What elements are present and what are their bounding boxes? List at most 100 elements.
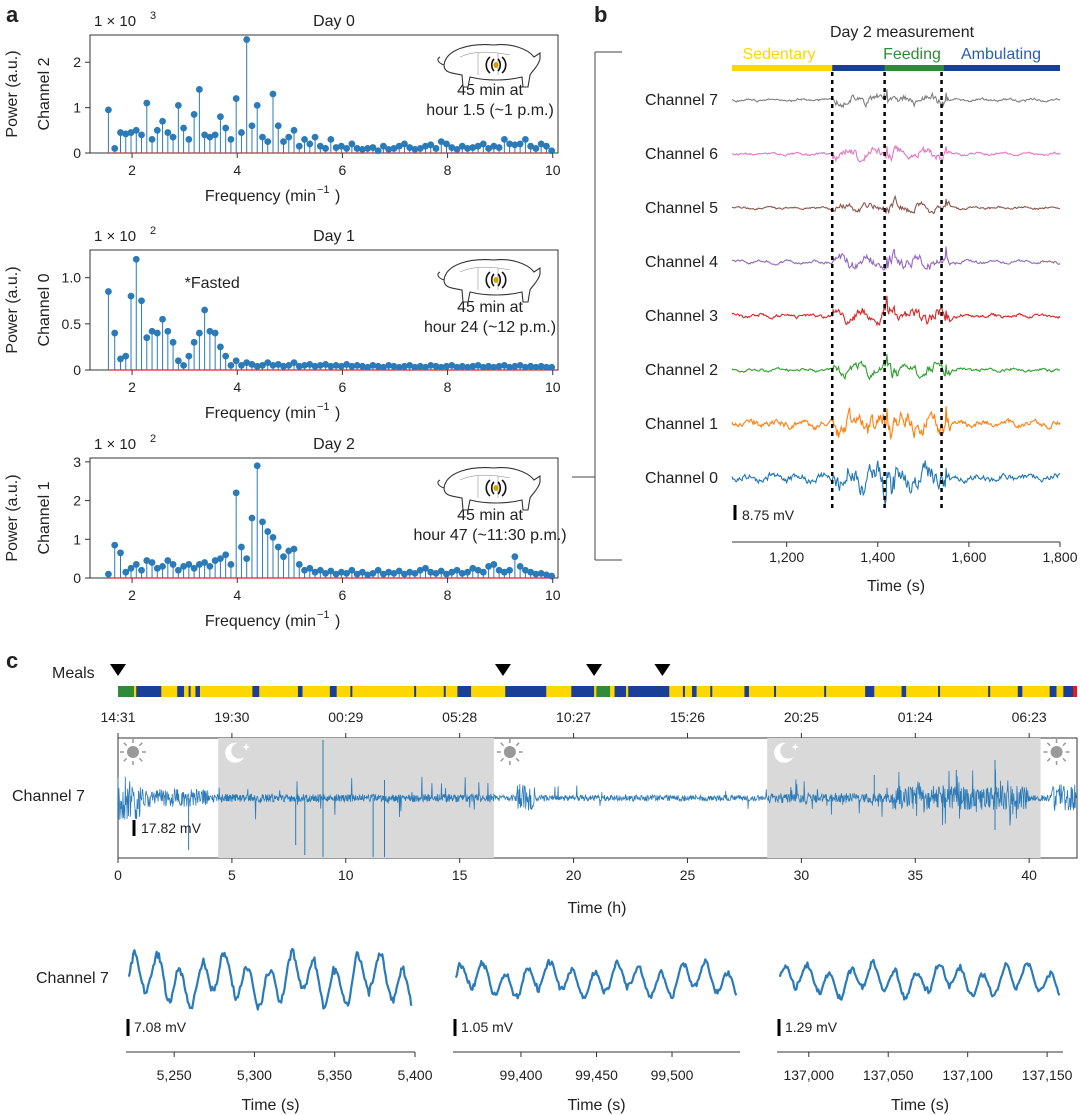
stem-marker xyxy=(422,142,429,150)
x-tick-label: 137,000 xyxy=(783,1067,834,1083)
connector-bracket xyxy=(572,51,622,561)
stem-marker xyxy=(385,145,393,153)
stem-marker xyxy=(274,543,282,551)
stem-marker xyxy=(311,362,319,370)
stem-marker xyxy=(227,561,235,568)
stem-marker xyxy=(180,361,188,369)
sun-ray xyxy=(138,757,143,762)
stem-marker xyxy=(516,140,524,148)
stem-marker xyxy=(348,362,356,370)
stem-marker xyxy=(148,327,156,335)
x-axis-label-end: ) xyxy=(335,613,340,630)
stem-marker xyxy=(206,133,214,141)
stem-marker xyxy=(348,140,356,148)
stem-marker xyxy=(259,133,266,141)
stem-marker xyxy=(374,566,382,574)
moon-crescent xyxy=(225,742,245,763)
stem-marker xyxy=(206,562,214,570)
x-tick-label: 40 xyxy=(1021,867,1037,883)
stem-marker xyxy=(111,541,119,549)
x-tick-label: 5,400 xyxy=(397,1067,432,1083)
stem-marker xyxy=(122,130,130,138)
stem-marker xyxy=(111,145,119,152)
scale-bar-label: 7.08 mV xyxy=(134,1019,187,1035)
sun-ray xyxy=(1046,757,1051,762)
stem-marker xyxy=(264,359,272,367)
x-tick-label: 20 xyxy=(566,867,582,883)
axis-multiplier-exponent: 2 xyxy=(150,225,156,237)
x-tick-label: 5,350 xyxy=(317,1067,352,1083)
stem-marker xyxy=(169,133,177,141)
sun-ray xyxy=(1062,742,1067,747)
y-tick-label: 0.5 xyxy=(62,316,82,332)
zoom-trace xyxy=(778,958,1061,1001)
state-bar-ambulating xyxy=(832,65,1060,71)
stem-marker xyxy=(127,292,135,300)
stem-marker xyxy=(227,135,235,143)
stem-marker xyxy=(537,140,545,148)
stem-marker xyxy=(159,117,166,125)
stem-marker xyxy=(521,363,529,371)
axis-multiplier: 1 × 10 xyxy=(94,228,136,245)
sun-ray xyxy=(515,757,520,762)
stem-marker xyxy=(316,566,324,574)
stem-plot-day0: 2 4 6 8 10 0 1 2 1 × 10 3 Day 0 Power (a.u.) Channel… xyxy=(4,10,561,205)
stem-marker xyxy=(537,569,545,577)
x-tick-label: 137,150 xyxy=(1022,1067,1073,1083)
x-tick-label: 6 xyxy=(339,379,347,395)
signal-waves-right xyxy=(497,271,507,289)
x-axis-label-end: ) xyxy=(335,188,340,205)
capsule-device xyxy=(493,485,499,491)
stem-marker xyxy=(532,145,540,152)
annotation-line1: 45 min at xyxy=(457,507,523,524)
stem-marker xyxy=(464,145,471,152)
stem-marker xyxy=(511,362,519,370)
stem-marker xyxy=(280,553,287,561)
stem-marker xyxy=(406,361,414,369)
stem-marker xyxy=(185,352,193,360)
channel-label: Channel 7 xyxy=(12,788,85,805)
sun-ray xyxy=(1046,742,1051,747)
stem-marker xyxy=(432,145,440,152)
stem-marker xyxy=(385,361,393,369)
state-bar-feeding xyxy=(884,65,944,71)
sun-icon xyxy=(1043,739,1070,765)
pig-icon xyxy=(437,44,541,88)
state-block-ambulating xyxy=(1049,686,1057,697)
x-axis-label-end: ) xyxy=(335,405,340,422)
stem-marker xyxy=(306,564,314,572)
sun-disc xyxy=(503,746,516,758)
panel-b-traces: Day 2 measurement Sedentary Feeding Ambulat… xyxy=(645,24,1078,595)
x-axis-label: Frequency (min xyxy=(205,188,316,205)
clock-label: 14:31 xyxy=(100,709,135,725)
annotation-line2: hour 24 (~12 p.m.) xyxy=(424,319,556,336)
stem-marker xyxy=(280,362,287,370)
stem-marker xyxy=(274,361,282,368)
fasted-note: *Fasted xyxy=(185,275,240,292)
stem-marker xyxy=(195,86,203,93)
stem-marker xyxy=(306,361,314,368)
stem-marker xyxy=(527,142,535,150)
stem-marker xyxy=(180,562,188,570)
stem-marker xyxy=(253,101,261,109)
stem-marker xyxy=(322,145,329,152)
stem-marker xyxy=(411,363,419,371)
x-tick-label: 10 xyxy=(338,867,354,883)
state-block-end xyxy=(1073,686,1077,697)
y-tick-label: 2 xyxy=(73,54,81,70)
stem-marker xyxy=(248,122,256,130)
y-axis-channel-label: Channel 2 xyxy=(36,57,53,130)
x-tick-label: 1,600 xyxy=(951,549,986,565)
stem-marker xyxy=(422,363,429,371)
stem-marker xyxy=(316,361,324,369)
stem-marker xyxy=(169,561,177,568)
state-block-ambulating xyxy=(865,686,875,697)
x-tick-label: 1,800 xyxy=(1042,549,1077,565)
stem-marker xyxy=(105,288,112,295)
stem-marker xyxy=(111,329,119,337)
y-axis-label: Power (a.u.) xyxy=(4,50,21,137)
state-tick-ambulating xyxy=(350,686,353,697)
sun-disc xyxy=(127,746,139,758)
y-tick-label: 0 xyxy=(73,570,81,586)
state-tick-ambulating xyxy=(710,686,713,697)
